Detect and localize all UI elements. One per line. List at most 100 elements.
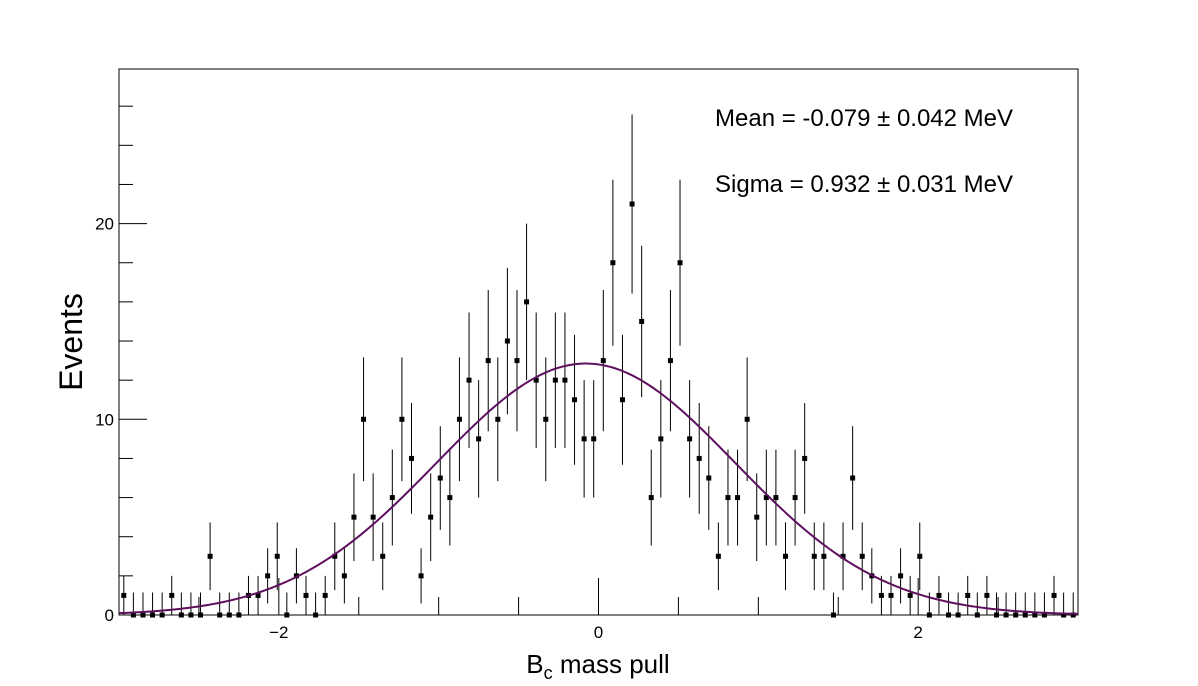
annotation: Sigma = 0.932 ± 0.031 MeV [715, 171, 1013, 198]
data-point [226, 612, 232, 618]
data-point [466, 377, 472, 383]
data-point [303, 592, 309, 598]
x-tick-label: −2 [269, 623, 288, 642]
data-point [265, 573, 271, 579]
data-point [878, 592, 884, 598]
data-point [370, 514, 376, 520]
data-point [677, 260, 683, 266]
data-point [859, 553, 865, 559]
data-point [610, 260, 616, 266]
data-point [965, 592, 971, 598]
data-point [428, 514, 434, 520]
x-tick-label: 2 [913, 623, 922, 642]
x-label-rest: mass pull [553, 649, 670, 679]
data-point [552, 377, 558, 383]
data-point [217, 612, 223, 618]
data-point [629, 201, 635, 207]
y-tick-label: 20 [95, 215, 114, 234]
data-point [591, 436, 597, 442]
data-point [198, 612, 204, 618]
data-point [504, 338, 510, 344]
data-point [140, 612, 146, 618]
data-point [1051, 592, 1057, 598]
annotation: Mean = -0.079 ± 0.042 MeV [715, 105, 1013, 132]
data-point [121, 592, 127, 598]
data-point [533, 377, 539, 383]
data-point [332, 553, 338, 559]
data-point [955, 612, 961, 618]
data-point [639, 318, 645, 324]
data-point [456, 416, 462, 422]
data-point [408, 455, 414, 461]
fit-curve [118, 362, 1079, 615]
data-point [543, 416, 549, 422]
y-tick-label: 0 [105, 606, 114, 625]
data-point [687, 436, 693, 442]
data-point [524, 299, 530, 305]
data-point [1070, 612, 1076, 618]
data-point [946, 612, 952, 618]
data-point [830, 612, 836, 618]
data-point [783, 553, 789, 559]
data-point [476, 436, 482, 442]
x-label-sub: c [544, 663, 553, 683]
data-point [351, 514, 357, 520]
data-point [389, 495, 395, 501]
data-point [600, 358, 606, 364]
data-point [802, 455, 808, 461]
y-axis-label: Events [53, 293, 89, 391]
data-point [917, 553, 923, 559]
data-point [313, 612, 319, 618]
x-axis-label: Bc mass pull [526, 649, 669, 683]
data-point [658, 436, 664, 442]
data-point [1041, 612, 1047, 618]
data-point [974, 612, 980, 618]
data-point [696, 455, 702, 461]
data-point [744, 416, 750, 422]
data-point [169, 592, 175, 598]
data-point [495, 416, 501, 422]
data-point [1061, 612, 1067, 618]
data-point [399, 416, 405, 422]
data-point [255, 592, 261, 598]
data-point [447, 495, 453, 501]
x-tick-label: 0 [594, 623, 603, 642]
data-point [581, 436, 587, 442]
data-point [380, 553, 386, 559]
data-point [236, 612, 242, 618]
data-point [735, 495, 741, 501]
data-point [840, 553, 846, 559]
data-point [792, 495, 798, 501]
data-point [926, 612, 932, 618]
data-point [562, 377, 568, 383]
data-point [418, 573, 424, 579]
data-point [754, 514, 760, 520]
data-point [150, 612, 156, 618]
data-point [984, 592, 990, 598]
data-point [850, 475, 856, 481]
data-point [514, 358, 520, 364]
data-point [648, 495, 654, 501]
data-point [773, 495, 779, 501]
data-point [811, 553, 817, 559]
data-point [188, 612, 194, 618]
data-point [715, 553, 721, 559]
data-point [706, 475, 712, 481]
data-point [130, 612, 136, 618]
data-point [725, 495, 731, 501]
data-point [619, 397, 625, 403]
data-point [159, 612, 165, 618]
data-point [898, 573, 904, 579]
data-point [437, 475, 443, 481]
data-point [361, 416, 367, 422]
x-label-main: B [526, 649, 543, 679]
data-point [763, 495, 769, 501]
data-point [1013, 612, 1019, 618]
data-point [341, 573, 347, 579]
data-point [178, 612, 184, 618]
data-point [1003, 612, 1009, 618]
data-point [284, 612, 290, 618]
